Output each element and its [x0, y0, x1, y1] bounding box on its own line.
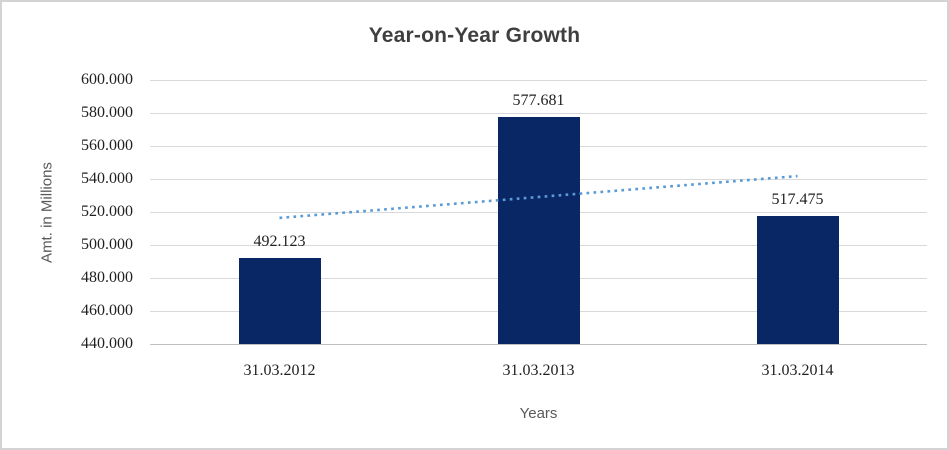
chart-title: Year-on-Year Growth — [368, 24, 581, 47]
y-tick-label: 460.000 — [81, 302, 133, 319]
gridline — [150, 80, 927, 81]
gridline — [150, 113, 927, 114]
y-tick-label: 500.000 — [81, 236, 133, 253]
trendline — [279, 174, 798, 220]
bar-data-label: 577.681 — [512, 91, 565, 109]
x-axis-title: Years — [519, 405, 558, 422]
plot-area: 492.123 577.681 517.475 — [150, 80, 927, 345]
y-tick-label: 580.000 — [81, 104, 133, 121]
y-tick-label: 520.000 — [81, 203, 133, 220]
bar-data-label: 517.475 — [771, 191, 824, 209]
x-category-label: 31.03.2012 — [243, 362, 316, 379]
x-category-label: 31.03.2013 — [502, 362, 575, 379]
bar-31.03.2012 — [238, 258, 321, 344]
bar-31.03.2013 — [497, 116, 580, 344]
y-tick-label: 540.000 — [81, 170, 133, 187]
y-tick-label: 600.000 — [81, 71, 133, 88]
x-category-label: 31.03.2014 — [761, 362, 834, 379]
y-tick-label: 560.000 — [81, 137, 133, 154]
bar-data-label: 492.123 — [253, 232, 306, 250]
bar-31.03.2014 — [756, 216, 839, 344]
y-tick-label: 440.000 — [81, 335, 133, 352]
y-tick-label: 480.000 — [81, 269, 133, 286]
x-axis-line — [150, 344, 927, 345]
